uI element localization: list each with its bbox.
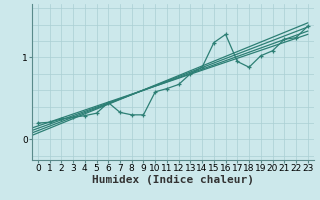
X-axis label: Humidex (Indice chaleur): Humidex (Indice chaleur) [92, 175, 254, 185]
